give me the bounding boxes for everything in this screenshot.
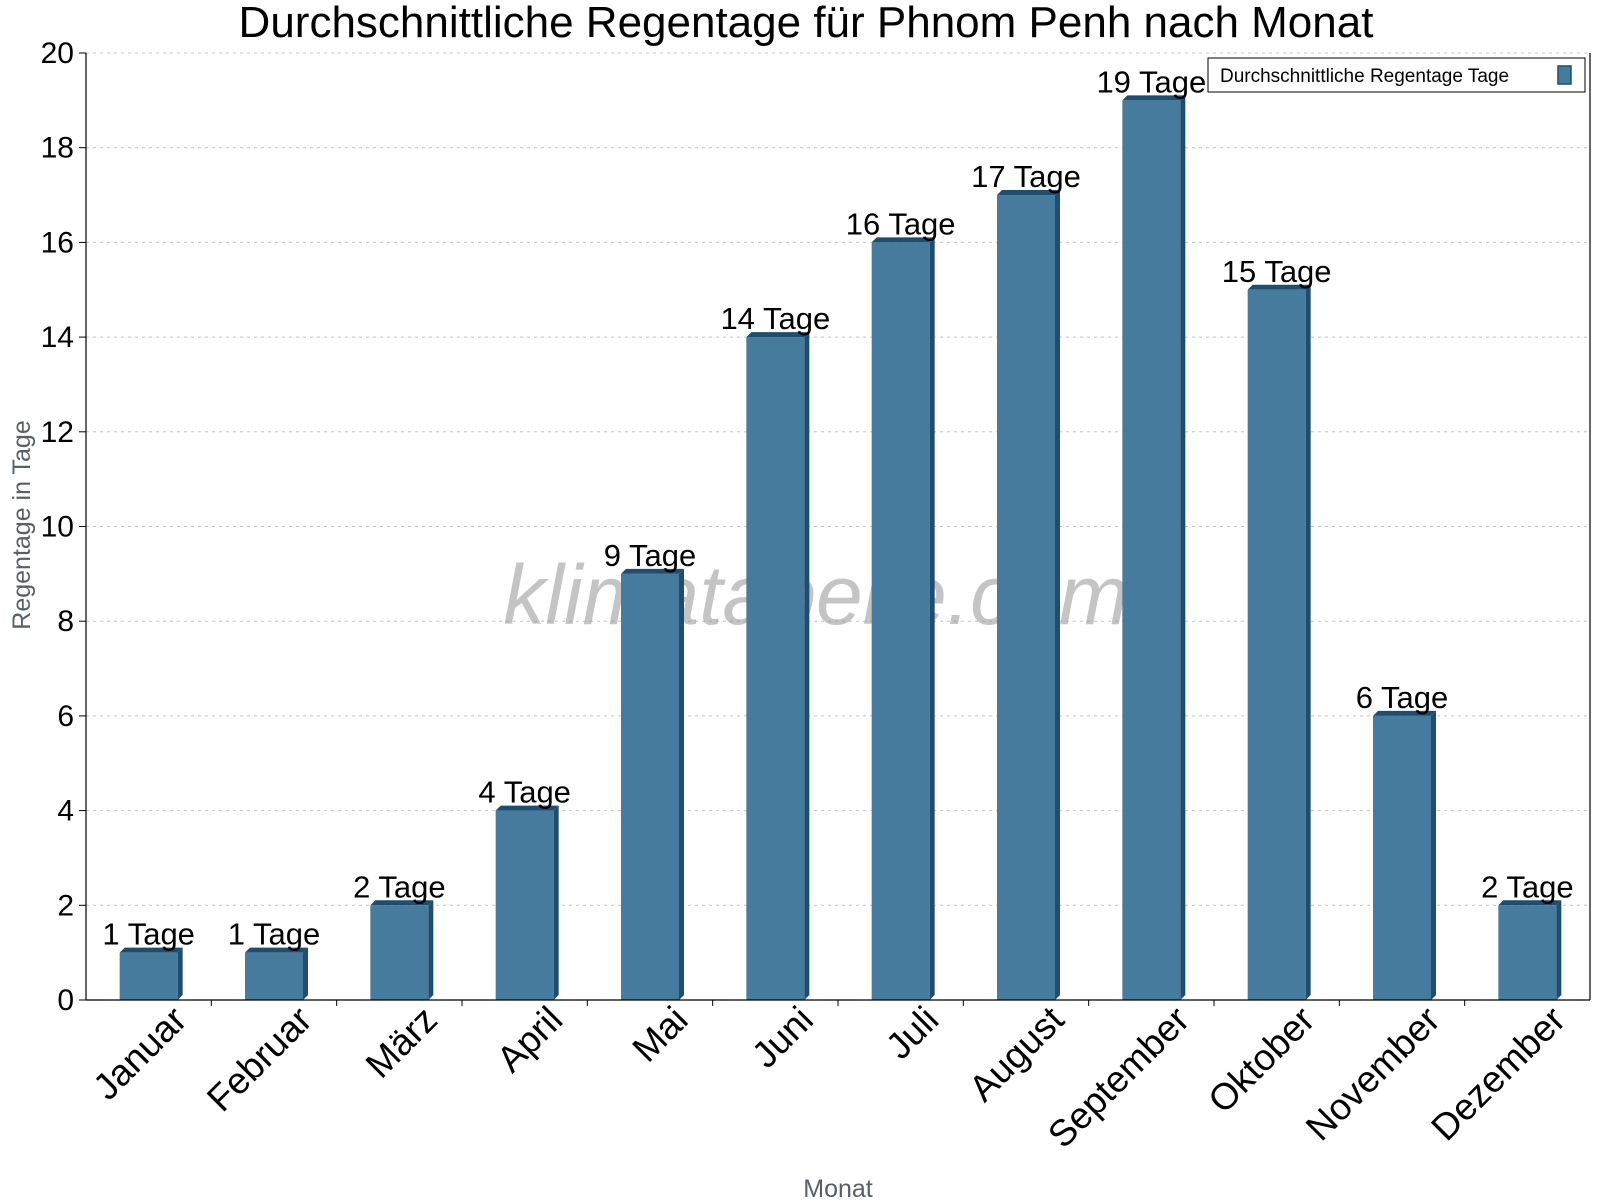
bar-top <box>245 947 308 953</box>
bar-side <box>929 237 935 1000</box>
data-label: 2 Tage <box>353 869 446 904</box>
y-tick-label: 12 <box>41 416 74 449</box>
data-label: 1 Tage <box>102 917 195 952</box>
x-tick-label: Mai <box>625 999 696 1070</box>
bar-side <box>1180 95 1186 1001</box>
data-label: 1 Tage <box>228 917 321 952</box>
bar-Januar <box>119 947 183 1000</box>
bar <box>119 952 178 1000</box>
data-label: 9 Tage <box>604 538 697 573</box>
bar-top <box>621 568 684 574</box>
bar-Oktober <box>1247 284 1311 1000</box>
bar-Februar <box>245 947 308 1000</box>
bar-August <box>997 190 1060 1001</box>
bar <box>1498 905 1557 1000</box>
bar-side <box>1556 900 1562 1000</box>
bar-side <box>1055 190 1060 1001</box>
bar-side <box>177 947 183 1000</box>
bar <box>245 952 303 1000</box>
bar-top <box>1373 710 1436 716</box>
y-tick-label: 20 <box>41 37 74 70</box>
y-tick-label: 14 <box>41 321 74 354</box>
bar-top <box>1122 95 1186 101</box>
bar-top <box>1247 284 1311 290</box>
y-tick-label: 0 <box>57 984 74 1017</box>
bar <box>871 242 930 1000</box>
bars <box>119 95 1562 1001</box>
bar-April <box>495 805 559 1000</box>
x-tick-label: Dezember <box>1423 999 1573 1149</box>
bar <box>1373 715 1431 1000</box>
bar-März <box>370 900 434 1000</box>
legend-box <box>1207 57 1586 93</box>
bar-November <box>1373 710 1436 1000</box>
bar-top <box>495 805 559 811</box>
bar-side <box>1431 710 1436 1000</box>
bar <box>495 810 554 1000</box>
bar <box>370 905 429 1000</box>
legend-swatch <box>1557 65 1572 85</box>
y-axis-label: Regentage in Tage <box>8 420 36 629</box>
x-tick-label: Juli <box>878 999 946 1067</box>
data-label: 14 Tage <box>720 301 830 336</box>
gridlines <box>86 52 1590 906</box>
x-tick-label: Februar <box>199 999 320 1120</box>
bar-side <box>303 947 308 1000</box>
bar-Juni <box>746 332 810 1001</box>
x-tick-label: November <box>1298 999 1448 1149</box>
y-tick-label: 10 <box>41 511 74 544</box>
bar <box>997 195 1055 1001</box>
bar-side <box>1305 284 1311 1000</box>
bar-top <box>370 900 434 906</box>
bar <box>621 573 679 1000</box>
data-label: 17 Tage <box>971 159 1081 194</box>
bar <box>746 337 805 1001</box>
x-tick-label: August <box>961 998 1072 1109</box>
bar-top <box>119 947 183 953</box>
y-tick-label: 4 <box>57 795 74 828</box>
bar-side <box>804 332 810 1001</box>
bar-top <box>997 190 1060 196</box>
x-axis-label: Monat <box>803 1175 873 1200</box>
data-label: 19 Tage <box>1096 64 1206 99</box>
bar-Juli <box>871 237 935 1000</box>
data-label: 2 Tage <box>1481 869 1574 904</box>
bar-Dezember <box>1498 900 1562 1000</box>
bar-top <box>746 332 810 338</box>
bar <box>1247 289 1306 1000</box>
y-tick-label: 18 <box>41 132 74 165</box>
bar-top <box>1498 900 1562 906</box>
data-labels: 1 Tage 1 Tage 2 Tage 4 Tage 9 Tage 14 Tage 16 … <box>102 64 1573 951</box>
bar-Mai <box>621 568 684 1000</box>
y-tick-label: 2 <box>57 889 74 922</box>
chart-title: Durchschnittliche Regentage für Phnom Pe… <box>239 0 1374 47</box>
x-tick-label: Oktober <box>1200 999 1322 1121</box>
x-tick-label: April <box>489 999 570 1080</box>
bar-side <box>679 568 684 1000</box>
data-label: 15 Tage <box>1222 254 1332 289</box>
bar-side <box>553 805 559 1000</box>
data-label: 6 Tage <box>1356 680 1449 715</box>
data-label: 4 Tage <box>478 775 571 810</box>
legend-label: Durchschnittliche Regentage Tage <box>1220 66 1509 87</box>
data-label: 16 Tage <box>846 206 956 241</box>
bar-top <box>871 237 935 243</box>
y-axis-ticks: 0 2 4 6 8 10 12 14 16 18 20 <box>41 37 86 1017</box>
y-tick-label: 6 <box>57 700 74 733</box>
bar-September <box>1122 95 1186 1001</box>
legend: Durchschnittliche Regentage Tage <box>1207 57 1586 93</box>
x-axis-ticks: Januar Februar März April Mai Juni Juli AugustS… <box>85 998 1573 1155</box>
bar <box>1122 100 1181 1001</box>
y-tick-label: 16 <box>41 226 74 259</box>
y-tick-label: 8 <box>57 605 74 638</box>
x-tick-label: Januar <box>85 999 194 1108</box>
bar-side <box>428 900 434 1000</box>
x-tick-label: Juni <box>744 999 821 1076</box>
x-tick-label: März <box>358 999 445 1086</box>
